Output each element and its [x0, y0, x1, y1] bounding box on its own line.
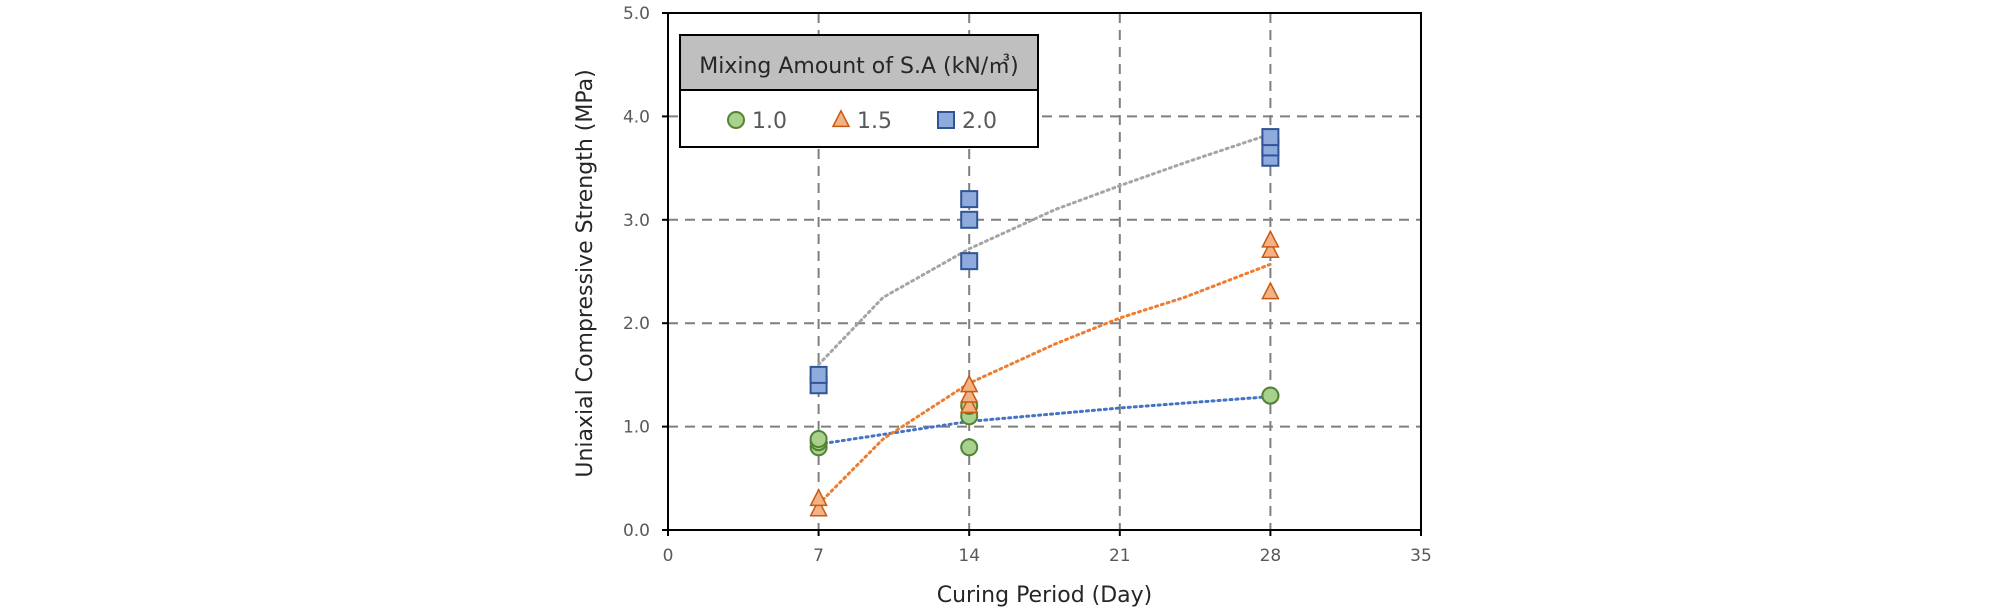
legend-label-1.5: 1.5: [857, 109, 892, 134]
legend-label-2.0: 2.0: [962, 109, 997, 134]
data-point-1.5: [959, 395, 979, 414]
y-tick-label: 2.0: [623, 314, 650, 334]
legend-items: 1.0 1.5 2.0: [727, 109, 997, 134]
data-point-1.5: [959, 384, 979, 403]
y-tick-label: 5.0: [623, 4, 650, 24]
trendline-2.0: [817, 132, 1272, 367]
x-tick-label: 14: [958, 546, 980, 566]
data-point-1.5: [1261, 239, 1280, 258]
data-point-2.0: [1261, 128, 1280, 147]
legend-title: Mixing Amount of S.A (kN/㎥): [699, 53, 1019, 79]
data-point-1.5: [1261, 281, 1280, 300]
trendline-1.0: [817, 395, 1272, 446]
plot-area-border: [667, 12, 1422, 531]
y-tick-label: 4.0: [623, 107, 650, 127]
data-point-1.5: [809, 488, 828, 507]
legend-title-box: [679, 34, 1039, 91]
x-tick-label: 28: [1260, 546, 1282, 566]
data-point-2.0: [960, 210, 979, 229]
y-tick-label: 0.0: [623, 521, 650, 541]
x-tick-label: 35: [1410, 546, 1432, 566]
data-point-2.0: [809, 365, 828, 384]
tick-labels: 0 7 14 21 28 35 0.0 1.0 2.0 3.0 4.0 5.0: [623, 4, 1432, 566]
x-tick-label: 21: [1109, 546, 1131, 566]
legend-marker-1.5: [831, 109, 851, 128]
data-point-1.0: [809, 430, 828, 449]
x-tick-label: 0: [663, 546, 674, 566]
data-point-1.0: [960, 438, 979, 457]
data-points: [809, 128, 1280, 517]
y-axis-title: Uniaxial Compressive Strength (MPa): [573, 69, 598, 477]
data-point-2.0: [960, 252, 979, 271]
x-tick-label: 7: [813, 546, 824, 566]
legend-label-1.0: 1.0: [752, 109, 787, 134]
data-point-2.0: [960, 190, 979, 209]
y-tick-label: 1.0: [623, 418, 650, 438]
y-tick-label: 3.0: [623, 211, 650, 231]
legend-marker-1.0: [727, 111, 745, 129]
trendline-1.5: [817, 262, 1272, 506]
data-point-1.0: [1261, 386, 1280, 405]
data-point-1.5: [809, 498, 828, 517]
data-point-1.5: [1261, 229, 1280, 248]
legend-marker-2.0: [937, 111, 955, 129]
x-axis-title: Curing Period (Day): [937, 583, 1153, 608]
legend: Mixing Amount of S.A (kN/㎥) 1.0 1.5 2.0: [679, 34, 1039, 148]
data-point-1.5: [959, 374, 979, 393]
trendlines: [817, 132, 1272, 506]
